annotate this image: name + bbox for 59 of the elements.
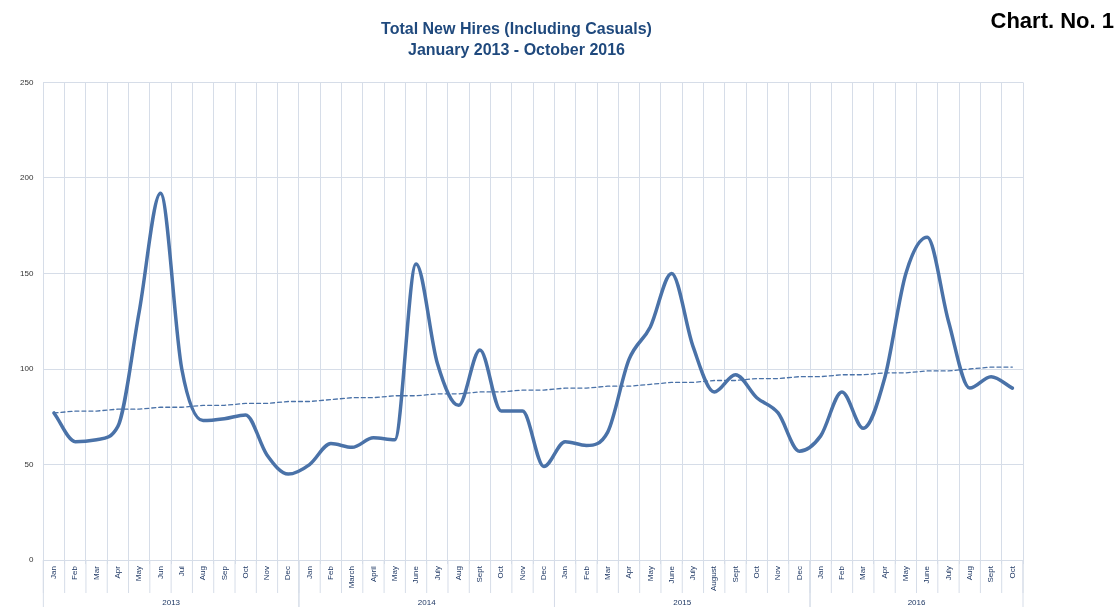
y-tick-label: 200 (19, 173, 34, 183)
x-tick-label: May (134, 566, 144, 582)
x-tick-label: May (389, 566, 399, 582)
x-tick-label: Sept (730, 565, 740, 583)
chart-title: Total New Hires (Including Casuals) (381, 20, 652, 38)
x-tick-label: Oct (1007, 565, 1017, 579)
x-tick-label: July (943, 566, 953, 581)
x-tick-label: Feb (581, 565, 591, 580)
x-tick-label: Oct (496, 565, 506, 579)
text: 2016 (907, 598, 926, 608)
x-tick-label: Feb (837, 565, 847, 580)
x-tick-label: August (709, 565, 719, 591)
x-tick-label: Jan (304, 566, 314, 579)
x-tick-label: Feb (70, 565, 80, 580)
x-tick-label: Sept (986, 565, 996, 583)
x-tick-label: Apr (879, 565, 889, 579)
chart-subtitle: January 2013 - October 2016 (407, 41, 626, 59)
x-tick-label: Dec (283, 566, 293, 581)
y-tick-label: 0 (28, 555, 34, 565)
x-tick-label: Jan (560, 566, 570, 579)
x-tick-label: July (688, 566, 698, 581)
x-tick-label: Nov (773, 566, 783, 581)
x-tick-label: Aug (964, 566, 974, 581)
x-tick-label: April (368, 565, 378, 583)
x-tick-label: Feb (326, 565, 336, 580)
x-tick-label: Aug (198, 566, 208, 581)
x-tick-label: Oct (751, 565, 761, 579)
x-tick-label: Jan (49, 566, 59, 579)
y-tick-label: 250 (19, 77, 34, 87)
x-tick-label: Dec (794, 566, 804, 581)
x-tick-label: Jul (176, 565, 186, 577)
x-tick-label: March (347, 566, 357, 589)
x-tick-label: Nov (262, 566, 272, 581)
x-tick-label: Oct (240, 565, 250, 579)
x-tick-label: Sept (475, 565, 485, 583)
text: 2013 (162, 598, 181, 608)
y-tick-label: 100 (19, 364, 34, 374)
x-tick-label: Mar (91, 565, 101, 580)
x-tick-label: May (901, 566, 911, 582)
text: 2015 (673, 598, 692, 608)
x-tick-label: June (666, 565, 676, 584)
y-tick-label: 150 (19, 268, 34, 278)
x-tick-label: Apr (113, 565, 123, 579)
x-tick-label: July (432, 566, 442, 581)
x-tick-label: Aug (453, 566, 463, 581)
text: 2014 (417, 598, 437, 608)
x-tick-label: Mar (858, 565, 868, 580)
x-tick-label: Sep (219, 565, 229, 581)
text: Chart. No. 1 (990, 8, 1114, 34)
x-tick-label: Dec (539, 566, 549, 581)
x-tick-label: May (645, 566, 655, 582)
x-tick-label: Mar (602, 565, 612, 580)
x-tick-label: Apr (624, 565, 634, 579)
x-tick-label: Jun (155, 566, 165, 579)
y-tick-label: 50 (24, 459, 34, 469)
x-tick-label: June (411, 565, 421, 584)
x-tick-label: Jan (815, 566, 825, 579)
x-tick-label: Nov (517, 566, 527, 581)
x-tick-label: June (922, 565, 932, 584)
